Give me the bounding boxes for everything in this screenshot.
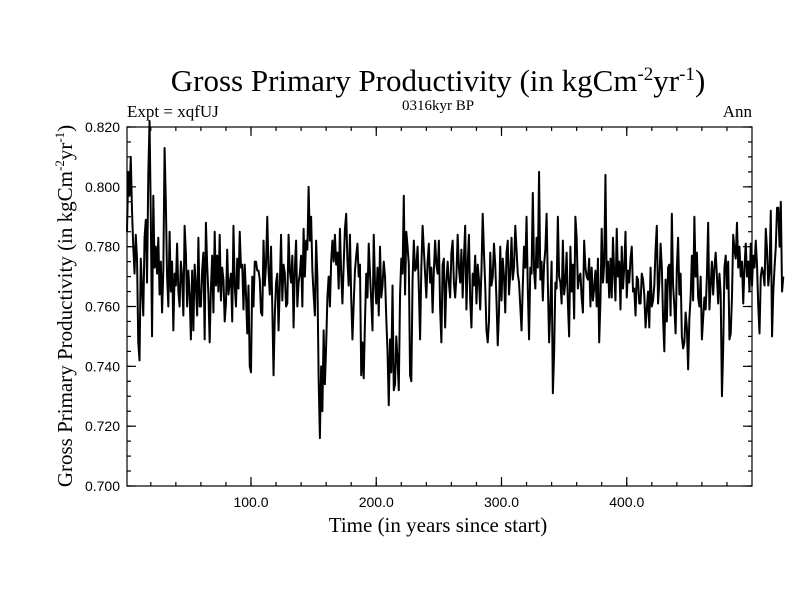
- title-main: Gross Primary Productivity (in kgCm: [171, 63, 638, 98]
- x-tick-label: 300.0: [484, 494, 519, 510]
- y-tick-label: 0.740: [85, 358, 120, 374]
- x-tick-label: 200.0: [359, 494, 394, 510]
- y-tick-label: 0.720: [85, 418, 120, 434]
- ylabel-end: ): [53, 125, 77, 132]
- plot-frame: [126, 126, 753, 487]
- gpp-series-line: [126, 120, 785, 440]
- title-sup1: -2: [637, 64, 653, 85]
- x-axis-label: Time (in years since start): [329, 513, 548, 537]
- y-axis-label: Gross Primary Productivity (in kgCm-2yr-…: [52, 125, 77, 487]
- x-tick-label: 400.0: [609, 494, 644, 510]
- title-sup2: -1: [679, 64, 695, 85]
- axis-tick-labels: 0.700 0.720 0.740 0.760 0.780 0.800 0.820 100.0…: [85, 119, 645, 510]
- ylabel-sup1: -2: [52, 160, 67, 171]
- period-label: 0316kyr BP: [402, 98, 474, 114]
- y-tick-label: 0.780: [85, 239, 120, 255]
- ylabel-sup2: -1: [52, 132, 67, 143]
- y-tick-label: 0.700: [85, 478, 120, 494]
- season-label: Ann: [723, 102, 753, 121]
- y-tick-label: 0.800: [85, 179, 120, 195]
- chart-title: Gross Primary Productivity (in kgCm-2yr-…: [171, 63, 706, 98]
- title-mid: yr: [653, 63, 680, 98]
- x-tick-label: 100.0: [233, 494, 268, 510]
- experiment-label: Expt = xqfUJ: [127, 102, 219, 121]
- y-tick-label: 0.760: [85, 299, 120, 315]
- title-end: ): [695, 63, 705, 98]
- ylabel-mid: yr: [53, 143, 77, 161]
- y-tick-label: 0.820: [85, 119, 120, 135]
- ylabel-main: Gross Primary Productivity (in kgCm: [53, 171, 77, 487]
